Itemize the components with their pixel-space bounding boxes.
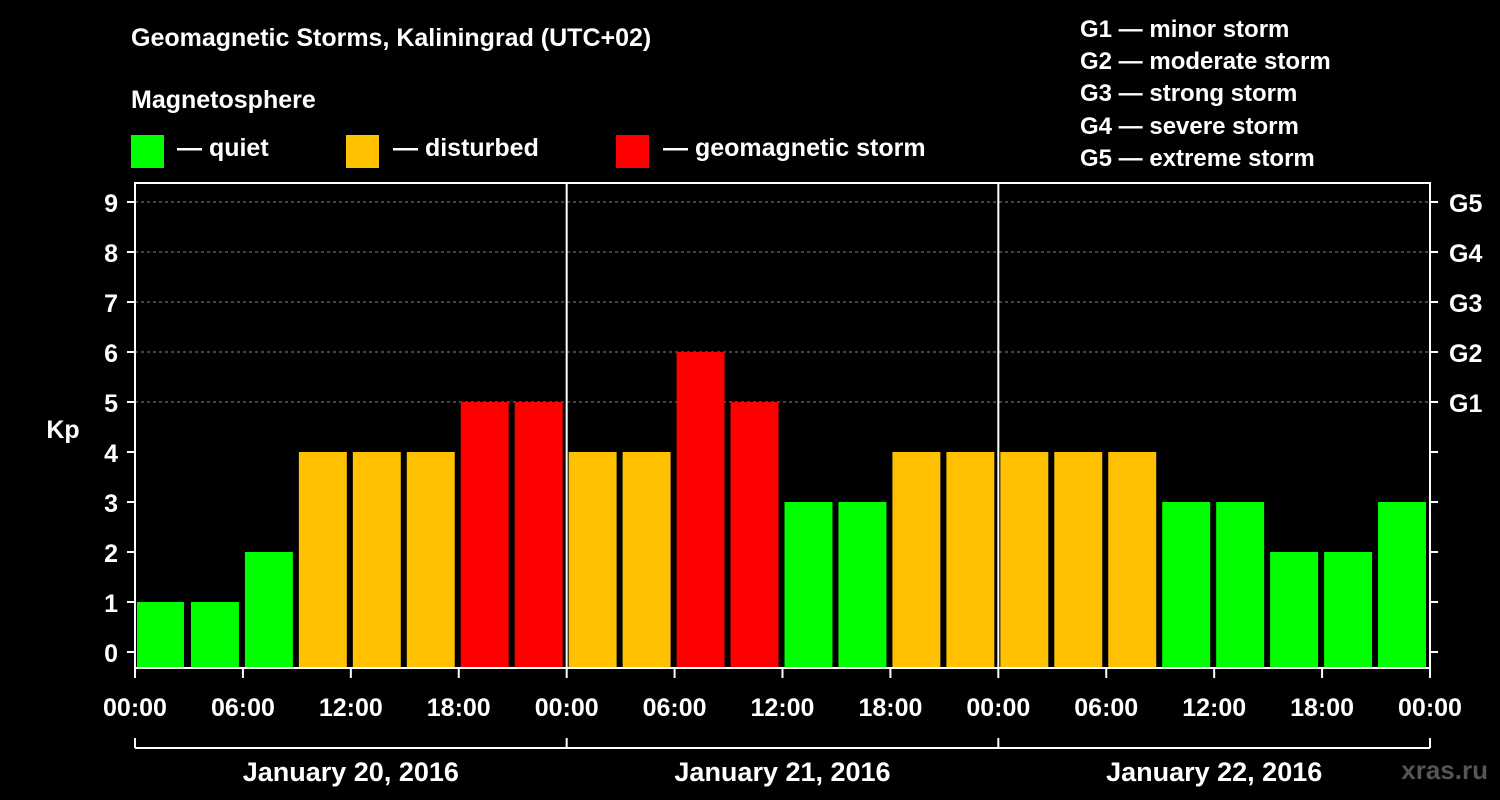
- x-tick-label: 12:00: [319, 694, 383, 722]
- kp-bar: [784, 502, 833, 668]
- legend-label-disturbed: — disturbed: [393, 134, 539, 162]
- y-axis-label: Kp: [46, 416, 79, 444]
- y2-tick-label: G1: [1449, 390, 1482, 418]
- legend-swatch-storm: [616, 135, 649, 168]
- x-tick-label: 12:00: [1182, 694, 1246, 722]
- y-tick-label: 4: [104, 440, 118, 468]
- kp-bar: [1216, 502, 1265, 668]
- kp-bar: [568, 452, 617, 668]
- y-tick-label: 1: [104, 590, 118, 618]
- x-tick-label: 00:00: [1398, 694, 1462, 722]
- kp-bar: [406, 452, 455, 668]
- legend-swatch-quiet: [131, 135, 164, 168]
- kp-bar: [298, 452, 347, 668]
- x-tick-label: 00:00: [535, 694, 599, 722]
- tick-labels: 0 1 2 3 4 5 6 7 8 9 G1 G2 G3 G4 G5 Kp 00:00 06:00 12:00 18:…: [46, 190, 1482, 787]
- kp-bar: [1162, 502, 1211, 668]
- y-tick-label: 3: [104, 490, 118, 518]
- g-scale-item: G5 — extreme storm: [1080, 144, 1315, 172]
- y-tick-label: 6: [104, 340, 118, 368]
- watermark: xras.ru: [1401, 755, 1488, 785]
- x-tick-label: 00:00: [103, 694, 167, 722]
- day-label: January 22, 2016: [1106, 757, 1322, 787]
- y2-tick-label: G2: [1449, 340, 1482, 368]
- kp-bar: [1378, 502, 1426, 668]
- y-tick-label: 0: [104, 640, 118, 668]
- g-scale-legend: G1 — minor storm G2 — moderate storm G3 …: [1080, 14, 1331, 175]
- day-label: January 21, 2016: [674, 757, 890, 787]
- legend-label-storm: — geomagnetic storm: [663, 134, 926, 162]
- kp-bar: [730, 402, 779, 668]
- kp-bar: [352, 452, 401, 668]
- y-tick-label: 7: [104, 290, 118, 318]
- x-tick-label: 00:00: [966, 694, 1030, 722]
- g-scale-item: G4 — severe storm: [1080, 112, 1299, 140]
- y2-tick-label: G4: [1449, 240, 1482, 268]
- chart-title: Geomagnetic Storms, Kaliningrad (UTC+02): [131, 24, 652, 52]
- day-label: January 20, 2016: [243, 757, 459, 787]
- kp-bar: [946, 452, 995, 668]
- y-tick-label: 5: [104, 390, 118, 418]
- kp-bar: [514, 402, 563, 668]
- kp-bar: [676, 352, 725, 668]
- x-tick-label: 18:00: [427, 694, 491, 722]
- bars: [137, 352, 1426, 668]
- g-scale-item: G3 — strong storm: [1080, 80, 1298, 108]
- grid-lines: [135, 201, 1430, 403]
- g-scale-item: G1 — minor storm: [1080, 16, 1290, 43]
- kp-bar: [622, 452, 671, 668]
- y-tick-label: 9: [104, 190, 118, 218]
- x-tick-label: 18:00: [1290, 694, 1354, 722]
- kp-bar: [892, 452, 941, 668]
- y2-tick-label: G3: [1449, 290, 1482, 318]
- kp-bar: [1054, 452, 1103, 668]
- x-tick-label: 06:00: [1074, 694, 1138, 722]
- axes: [127, 182, 1438, 749]
- legend-label-quiet: — quiet: [177, 134, 269, 162]
- x-tick-label: 06:00: [211, 694, 275, 722]
- kp-bar: [1270, 552, 1319, 668]
- kp-bar: [1324, 552, 1373, 668]
- kp-bar: [1108, 452, 1157, 668]
- legend-swatch-disturbed: [346, 135, 379, 168]
- x-tick-label: 06:00: [643, 694, 707, 722]
- kp-bar: [137, 602, 184, 668]
- x-tick-label: 12:00: [751, 694, 815, 722]
- kp-bar: [244, 552, 293, 668]
- y2-tick-label: G5: [1449, 190, 1482, 218]
- y-tick-label: 2: [104, 540, 118, 568]
- kp-bar: [190, 602, 239, 668]
- x-tick-label: 18:00: [858, 694, 922, 722]
- y-tick-label: 8: [104, 240, 118, 268]
- kp-bar: [1000, 452, 1049, 668]
- chart-subtitle: Magnetosphere: [131, 86, 316, 114]
- g-scale-item: G2 — moderate storm: [1080, 48, 1331, 76]
- kp-bar: [460, 402, 509, 668]
- kp-bar: [838, 502, 887, 668]
